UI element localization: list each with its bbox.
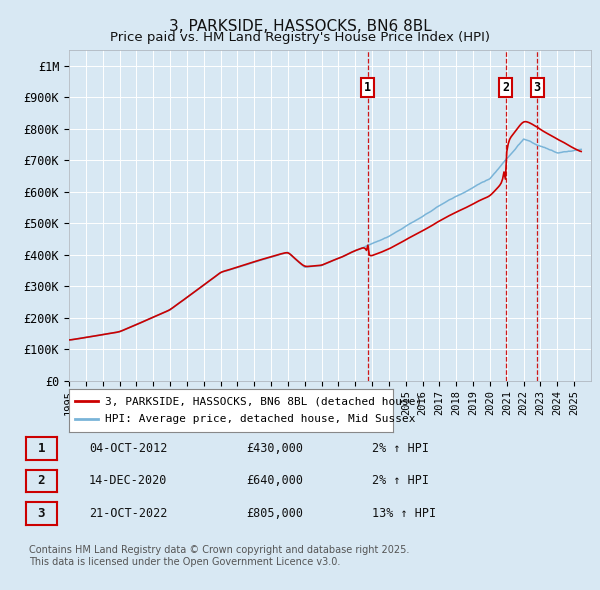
- Text: Contains HM Land Registry data © Crown copyright and database right 2025.: Contains HM Land Registry data © Crown c…: [29, 545, 409, 555]
- Text: 1: 1: [364, 81, 371, 94]
- Text: £805,000: £805,000: [246, 507, 303, 520]
- Text: 2: 2: [38, 474, 45, 487]
- Text: 3, PARKSIDE, HASSOCKS, BN6 8BL (detached house): 3, PARKSIDE, HASSOCKS, BN6 8BL (detached…: [104, 396, 422, 407]
- Text: 2% ↑ HPI: 2% ↑ HPI: [372, 442, 429, 455]
- Text: 3: 3: [533, 81, 541, 94]
- Text: 1: 1: [38, 442, 45, 455]
- Text: 04-OCT-2012: 04-OCT-2012: [89, 442, 167, 455]
- Text: 13% ↑ HPI: 13% ↑ HPI: [372, 507, 436, 520]
- Text: £640,000: £640,000: [246, 474, 303, 487]
- Text: £430,000: £430,000: [246, 442, 303, 455]
- Text: 2% ↑ HPI: 2% ↑ HPI: [372, 474, 429, 487]
- Text: 2: 2: [502, 81, 509, 94]
- Text: 21-OCT-2022: 21-OCT-2022: [89, 507, 167, 520]
- Text: 3, PARKSIDE, HASSOCKS, BN6 8BL: 3, PARKSIDE, HASSOCKS, BN6 8BL: [169, 19, 431, 34]
- Text: This data is licensed under the Open Government Licence v3.0.: This data is licensed under the Open Gov…: [29, 557, 340, 566]
- Text: HPI: Average price, detached house, Mid Sussex: HPI: Average price, detached house, Mid …: [104, 414, 415, 424]
- Text: 14-DEC-2020: 14-DEC-2020: [89, 474, 167, 487]
- Text: 3: 3: [38, 507, 45, 520]
- Text: Price paid vs. HM Land Registry's House Price Index (HPI): Price paid vs. HM Land Registry's House …: [110, 31, 490, 44]
